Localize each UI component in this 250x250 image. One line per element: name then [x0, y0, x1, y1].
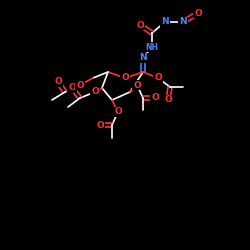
Text: O: O — [121, 74, 129, 82]
Text: N: N — [161, 18, 169, 26]
Text: NH: NH — [146, 42, 158, 51]
Text: O: O — [133, 80, 141, 90]
Text: O: O — [91, 88, 99, 96]
Text: O: O — [164, 96, 172, 104]
Text: N: N — [179, 18, 187, 26]
Text: O: O — [194, 8, 202, 18]
Text: O: O — [68, 84, 76, 92]
Text: O: O — [54, 78, 62, 86]
Text: O: O — [96, 120, 104, 130]
Text: O: O — [136, 20, 144, 30]
Text: N: N — [139, 54, 147, 62]
Text: O: O — [151, 94, 159, 102]
Text: O: O — [114, 108, 122, 116]
Text: O: O — [154, 74, 162, 82]
Text: O: O — [76, 80, 84, 90]
